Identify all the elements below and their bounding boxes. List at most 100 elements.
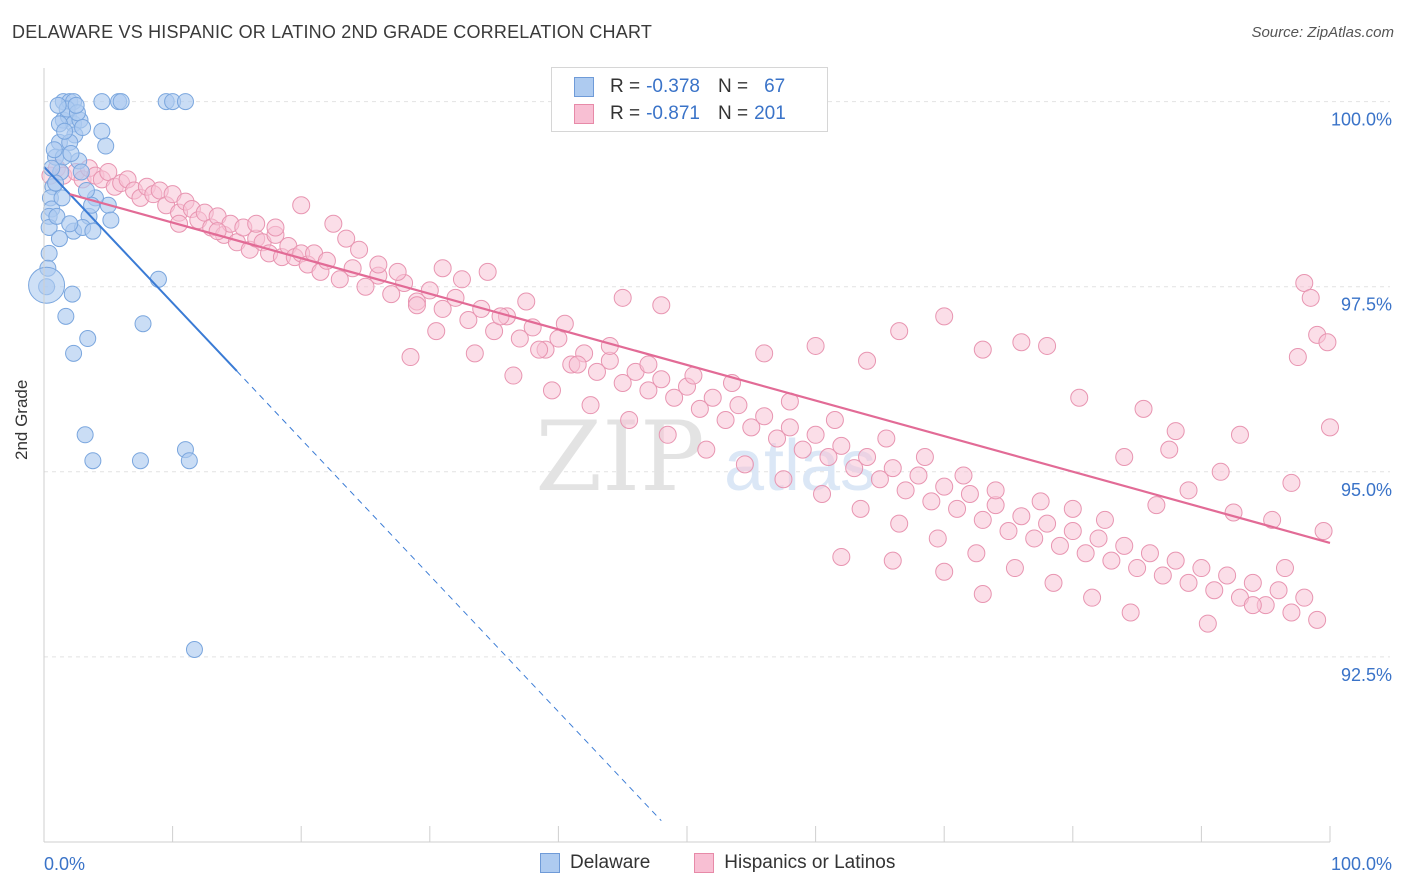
hispanics-point [973, 584, 992, 603]
hispanics-point [1179, 573, 1198, 592]
hispanics-point [530, 340, 549, 359]
hispanics-point [1134, 399, 1153, 418]
hispanics-point [928, 529, 947, 548]
hispanics-point [568, 355, 587, 374]
hispanics-point [652, 370, 671, 389]
hispanics-point [478, 262, 497, 281]
hispanics-point [1282, 473, 1301, 492]
hispanics-point [851, 499, 870, 518]
hispanics-point [768, 429, 787, 448]
hispanics-point [890, 514, 909, 533]
hispanics-point [832, 547, 851, 566]
legend-n-value: 67 [764, 76, 786, 97]
series-swatch-hispanics [694, 853, 715, 873]
delaware-point [149, 270, 167, 288]
hispanics-point [510, 329, 529, 348]
hispanics-point [665, 388, 684, 407]
delaware-trend-extension [236, 370, 662, 822]
hispanics-point [433, 259, 452, 278]
delaware-point [45, 141, 63, 159]
hispanics-point [1153, 566, 1172, 585]
series-legend-delaware[interactable]: Delaware [540, 852, 650, 874]
hispanics-point [793, 440, 812, 459]
delaware-point [93, 122, 111, 140]
hispanics-point [446, 288, 465, 307]
hispanics-point [915, 448, 934, 466]
y-tick-label: 97.5% [1341, 295, 1392, 315]
hispanics-point [1128, 559, 1147, 578]
trend-lines [43, 166, 1331, 822]
hispanics-point [896, 481, 915, 500]
hispanics-point [1095, 510, 1114, 529]
hispanics-point [1166, 422, 1185, 441]
hispanics-point [613, 373, 632, 392]
hispanics-point [1160, 440, 1179, 459]
hispanics-point [1140, 544, 1159, 563]
hispanics-point [825, 410, 844, 429]
hispanics-point [960, 485, 979, 504]
hispanics-point [1301, 288, 1320, 307]
hispanics-point [1263, 510, 1282, 529]
delaware-trend-line [43, 166, 238, 372]
hispanics-point [1076, 544, 1095, 563]
hispanics-point [935, 307, 954, 326]
delaware-point [62, 144, 80, 162]
hispanics-point [485, 322, 504, 341]
hispanics-point [452, 270, 471, 289]
tick-labels: 100.0% 97.5% 95.0% 92.5% 0.0% 100.0% [44, 110, 1392, 874]
hispanics-point [1063, 499, 1082, 518]
hispanics-point [1031, 492, 1050, 511]
hispanics-point [427, 322, 446, 341]
hispanics-point [517, 292, 536, 311]
hispanics-point [1005, 559, 1024, 578]
series-legend: Delaware Hispanics or Latinos [540, 852, 939, 874]
delaware-point [180, 452, 198, 470]
hispanics-point [369, 255, 388, 274]
hispanics-point [922, 492, 941, 511]
hispanics-point [877, 429, 896, 448]
hispanics-point [735, 455, 754, 474]
delaware-point [76, 426, 94, 444]
watermark-zip: ZIP [535, 401, 704, 513]
delaware-point [84, 452, 102, 470]
hispanics-point [542, 381, 561, 400]
y-axis-label: 2nd Grade [12, 379, 31, 460]
hispanics-point [973, 510, 992, 529]
y-tick-label: 92.5% [1341, 665, 1392, 685]
hispanics-point [697, 440, 716, 459]
hispanics-point [1321, 418, 1339, 437]
hispanics-point [690, 399, 709, 418]
hispanics-point [401, 348, 420, 367]
hispanics-point [1275, 559, 1294, 578]
hispanics-point [935, 562, 954, 581]
hispanics-point [620, 410, 639, 429]
hispanics-point [1288, 348, 1307, 367]
x-tick-label-left: 0.0% [44, 854, 85, 874]
hispanics-point [504, 366, 523, 385]
hispanics-point [845, 459, 864, 478]
legend-n-label: N = [717, 76, 749, 97]
delaware-point [56, 122, 74, 140]
hispanics-point [1269, 581, 1288, 600]
hispanics-point [703, 388, 722, 407]
delaware-point [112, 93, 130, 111]
hispanics-point [870, 470, 889, 489]
series-label-hispanics: Hispanics or Latinos [724, 852, 896, 873]
hispanics-point [330, 270, 349, 289]
hispanics-point [459, 311, 478, 330]
series-legend-hispanics[interactable]: Hispanics or Latinos [694, 852, 895, 874]
delaware-point [61, 215, 79, 233]
hispanics-point [1318, 333, 1337, 352]
hispanics-point [1192, 559, 1211, 578]
hispanics-point [986, 481, 1005, 500]
delaware-point [65, 344, 83, 362]
series-swatch-delaware [540, 853, 560, 873]
hispanics-point [858, 351, 877, 370]
hispanics-point [755, 344, 774, 363]
delaware-point [47, 174, 65, 192]
delaware-point [79, 330, 97, 348]
hispanics-point [1012, 333, 1031, 352]
legend-swatch-delaware [574, 77, 594, 97]
hispanics-point [883, 551, 902, 570]
